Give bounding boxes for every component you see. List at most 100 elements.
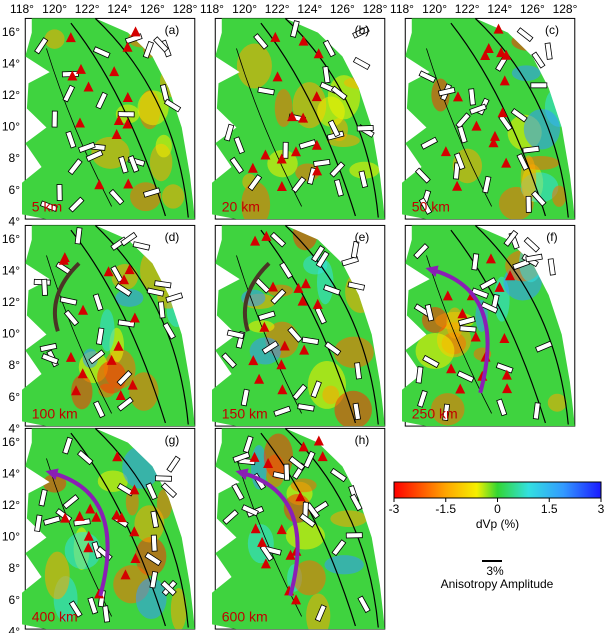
depth-label: 50 km bbox=[412, 199, 450, 215]
latitude-label: 10° bbox=[2, 120, 20, 134]
fast-direction bbox=[68, 600, 83, 618]
volcano bbox=[298, 35, 309, 46]
volcano bbox=[440, 146, 451, 157]
fast-direction bbox=[247, 174, 263, 192]
fast-direction bbox=[456, 370, 475, 383]
fast-direction bbox=[417, 389, 428, 408]
volcano bbox=[279, 340, 290, 351]
fast-direction bbox=[323, 284, 341, 296]
colorbar-tick-label: 3 bbox=[598, 502, 605, 516]
fast-direction bbox=[516, 153, 530, 171]
fast-direction bbox=[253, 33, 269, 50]
panel-label: (f) bbox=[546, 230, 557, 244]
fast-direction bbox=[56, 184, 63, 201]
fast-direction bbox=[414, 167, 431, 184]
volcano bbox=[312, 298, 323, 309]
volcano bbox=[115, 390, 126, 401]
volcano bbox=[78, 304, 89, 315]
fast-direction bbox=[418, 197, 433, 215]
fast-direction bbox=[163, 98, 182, 113]
fast-direction bbox=[62, 494, 80, 510]
fast-direction bbox=[437, 86, 456, 97]
fast-direction bbox=[34, 37, 49, 55]
latitude-label: 16° bbox=[2, 25, 20, 39]
fast-direction bbox=[415, 366, 424, 384]
volcano bbox=[94, 179, 105, 190]
volcano bbox=[116, 512, 127, 523]
volcano bbox=[130, 26, 141, 37]
fast-direction bbox=[257, 86, 275, 96]
fast-direction bbox=[59, 296, 78, 306]
fast-direction bbox=[132, 241, 151, 251]
anomaly bbox=[99, 309, 115, 352]
anomaly bbox=[44, 551, 70, 600]
fast-direction bbox=[457, 316, 476, 327]
latitude-label: 6° bbox=[9, 593, 21, 607]
panel-label: (e) bbox=[355, 230, 370, 244]
anomaly bbox=[241, 181, 271, 220]
fast-direction bbox=[154, 475, 172, 482]
latitude-label: 16° bbox=[2, 232, 20, 246]
volcano bbox=[77, 368, 88, 379]
fast-direction bbox=[116, 370, 133, 387]
trench bbox=[474, 224, 569, 425]
anomaly bbox=[274, 89, 293, 128]
volcano bbox=[249, 451, 260, 462]
fast-direction bbox=[413, 243, 430, 260]
fault bbox=[236, 255, 303, 414]
fast-direction bbox=[468, 88, 476, 106]
fast-direction bbox=[322, 65, 331, 84]
fast-direction bbox=[149, 570, 159, 589]
volcano bbox=[501, 49, 512, 60]
fast-direction bbox=[311, 245, 326, 263]
colorbar-tick-label: -3 bbox=[389, 502, 400, 516]
volcano bbox=[452, 91, 463, 102]
volcano bbox=[120, 569, 131, 580]
fast-direction bbox=[424, 303, 435, 322]
fast-direction bbox=[329, 161, 346, 178]
volcano bbox=[285, 549, 296, 560]
trench bbox=[474, 17, 569, 218]
volcano bbox=[291, 594, 302, 605]
volcano bbox=[287, 111, 298, 122]
fault bbox=[260, 432, 357, 627]
volcano bbox=[250, 235, 261, 246]
fast-direction bbox=[62, 436, 73, 455]
volcano bbox=[501, 157, 512, 168]
fast-direction bbox=[222, 509, 239, 525]
fast-direction bbox=[226, 329, 245, 340]
fast-direction bbox=[77, 141, 96, 154]
fast-direction bbox=[455, 112, 471, 129]
volcano bbox=[112, 451, 123, 462]
anomaly bbox=[134, 505, 165, 543]
volcano bbox=[263, 457, 274, 468]
fault bbox=[450, 229, 547, 424]
fast-direction bbox=[67, 158, 83, 176]
fast-direction bbox=[224, 123, 235, 142]
colorbar-tick-label: 0 bbox=[494, 502, 501, 516]
latitude-label: 14° bbox=[2, 466, 20, 480]
fast-direction bbox=[535, 340, 553, 353]
longitude-label: 122° bbox=[265, 2, 290, 16]
fast-direction bbox=[144, 552, 162, 567]
fast-direction bbox=[530, 190, 547, 207]
fast-direction bbox=[39, 342, 58, 353]
anomaly bbox=[333, 336, 374, 369]
volcano bbox=[58, 254, 69, 265]
fast-direction bbox=[303, 450, 316, 469]
fast-direction bbox=[292, 383, 308, 401]
anomaly bbox=[170, 587, 187, 630]
volcano bbox=[85, 503, 96, 514]
fault bbox=[450, 22, 547, 217]
volcano bbox=[65, 32, 76, 43]
fast-direction bbox=[95, 91, 108, 110]
latitude-label: 14° bbox=[2, 56, 20, 70]
fast-direction bbox=[93, 400, 106, 419]
fast-direction bbox=[347, 281, 366, 291]
latitude-label: 4° bbox=[9, 421, 21, 435]
anomaly bbox=[162, 184, 185, 209]
anomaly bbox=[64, 531, 102, 570]
volcano bbox=[470, 331, 481, 342]
volcano bbox=[83, 81, 94, 92]
colorbar bbox=[393, 481, 602, 499]
